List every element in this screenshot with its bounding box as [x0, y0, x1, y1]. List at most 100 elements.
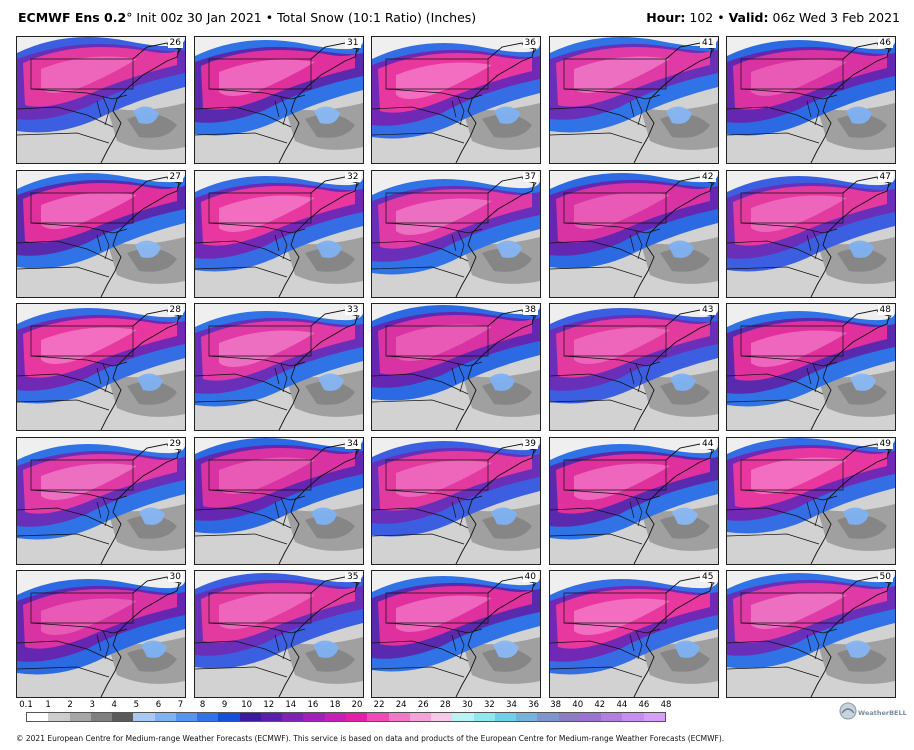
- scale-tick-label: 0.1: [19, 700, 33, 710]
- scale-tick-label: 32: [484, 700, 495, 710]
- scale-tick-label: 38: [550, 700, 562, 710]
- ensemble-member-panel: 37: [371, 169, 541, 298]
- scale-tick-label: 4: [111, 700, 117, 710]
- scale-color-swatch: [431, 713, 453, 721]
- snowfall-map: [372, 304, 540, 430]
- member-number: 44: [700, 438, 716, 449]
- scale-color-swatch: [643, 713, 665, 721]
- snowfall-map: [549, 571, 718, 697]
- ensemble-member-panel: 49: [726, 436, 896, 565]
- scale-tick-label: 30: [461, 700, 473, 710]
- scale-tick-label: 7: [177, 700, 184, 710]
- snowfall-map: [372, 37, 540, 163]
- member-number: 45: [700, 572, 716, 582]
- scale-color-swatch: [494, 713, 517, 721]
- snowfall-map: [17, 437, 185, 564]
- snowfall-map: [727, 170, 895, 297]
- valid-time: Hour: 102 • Valid: 06z Wed 3 Feb 2021: [646, 10, 900, 25]
- member-number: 36: [522, 38, 538, 48]
- member-number: 26: [167, 38, 183, 48]
- ensemble-member-panel: 42: [548, 169, 719, 298]
- scale-tick-label: 10: [241, 700, 253, 710]
- snowfall-map: [372, 437, 540, 564]
- ensemble-member-panel: 45: [548, 570, 719, 698]
- ensemble-member-panel: 43: [548, 303, 719, 431]
- scale-color-swatch: [133, 713, 155, 721]
- snowfall-map: [549, 304, 718, 430]
- scale-tick-label: 16: [307, 700, 319, 710]
- member-number: 42: [700, 171, 716, 182]
- weatherbell-logo: WeatherBELL: [838, 701, 907, 725]
- scale-color-swatch: [154, 713, 176, 721]
- scale-color-swatch: [48, 713, 70, 721]
- scale-color-swatch: [218, 713, 240, 721]
- scale-color-swatch: [537, 713, 559, 721]
- member-number: 30: [167, 572, 183, 582]
- scale-tick-label: 26: [417, 700, 429, 710]
- scale-color-swatch: [579, 713, 602, 721]
- snowfall-map: [549, 437, 718, 564]
- scale-labels: 0.1 1 2 3 4 5 6 7 8 9 10 12 14 16 18 20 22 24 26 28 30 32 34 36…: [16, 700, 676, 712]
- ensemble-member-panel: 50: [726, 570, 896, 698]
- scale-color-swatch: [282, 713, 304, 721]
- scale-tick-label: 36: [528, 700, 539, 710]
- copyright-footer: © 2021 European Centre for Medium-range …: [16, 734, 725, 743]
- scale-tick-label: 24: [395, 700, 407, 710]
- scale-tick-label: 1: [45, 700, 51, 710]
- scale-tick-label: 48: [660, 700, 672, 710]
- scale-color-swatch: [367, 713, 389, 721]
- scale-color-swatch: [558, 713, 580, 721]
- snowfall-map: [194, 571, 363, 697]
- snowfall-map: [727, 304, 895, 430]
- member-number: 49: [877, 438, 893, 449]
- snowfall-map: [17, 170, 185, 297]
- logo-text: WeatherBELL: [858, 709, 907, 717]
- snowfall-map: [17, 571, 185, 697]
- scale-color-swatch: [345, 713, 368, 721]
- scale-color-swatch: [27, 713, 49, 721]
- ensemble-member-panel: 46: [726, 36, 896, 164]
- scale-color-swatch: [601, 713, 623, 721]
- member-number: 40: [522, 572, 538, 582]
- member-number: 43: [700, 305, 716, 315]
- snowfall-map: [549, 170, 718, 297]
- ensemble-member-panel: 34: [193, 436, 364, 565]
- ensemble-member-panel: 30: [16, 570, 186, 698]
- member-number: 35: [345, 572, 361, 582]
- member-number: 34: [345, 438, 361, 449]
- snowfall-map: [727, 37, 895, 163]
- ensemble-member-panel: 47: [726, 169, 896, 298]
- scale-color-swatch: [452, 713, 474, 721]
- member-number: 31: [345, 38, 361, 48]
- scale-tick-label: 20: [351, 700, 363, 710]
- snowfall-map: [194, 304, 363, 430]
- ensemble-panel-grid: 26 31 36 41 46 27 32 37 42 47 28 33 38 43 48 29 34 39 44 49…: [16, 36, 896, 698]
- scale-tick-label: 5: [133, 700, 140, 710]
- scale-color-swatch: [388, 713, 410, 721]
- snowfall-map: [549, 37, 718, 163]
- ensemble-member-panel: 40: [371, 570, 541, 698]
- ensemble-member-panel: 31: [193, 36, 364, 164]
- snowfall-map: [372, 571, 540, 697]
- member-number: 48: [877, 305, 893, 315]
- map-title: ECMWF Ens 0.2° Init 00z 30 Jan 2021 • To…: [18, 10, 477, 25]
- scale-color-swatch: [303, 713, 325, 721]
- scale-bar: [26, 712, 666, 722]
- snowfall-map: [727, 571, 895, 697]
- scale-color-swatch: [239, 713, 261, 721]
- scale-tick-label: 34: [506, 700, 517, 710]
- scale-tick-label: 6: [155, 700, 162, 710]
- scale-color-swatch: [112, 713, 134, 721]
- scale-tick-label: 22: [373, 700, 385, 710]
- member-number: 32: [345, 171, 361, 182]
- ensemble-member-panel: 39: [371, 436, 541, 565]
- scale-tick-label: 3: [89, 700, 95, 710]
- scale-tick-label: 46: [638, 700, 650, 710]
- scale-tick-label: 12: [263, 700, 275, 710]
- scale-tick-label: 14: [285, 700, 297, 710]
- member-number: 29: [167, 438, 183, 449]
- snowfall-map: [194, 437, 363, 564]
- member-number: 41: [700, 38, 716, 48]
- member-number: 28: [167, 305, 183, 315]
- member-number: 33: [345, 305, 361, 315]
